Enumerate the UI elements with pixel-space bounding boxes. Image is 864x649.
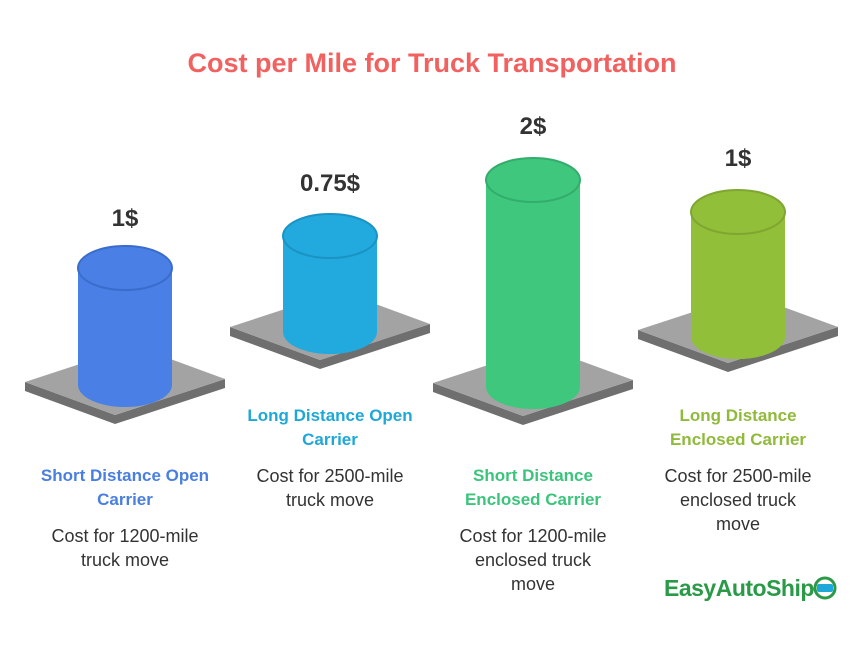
price: 1$	[724, 145, 752, 172]
platform-side	[25, 379, 225, 424]
price: 2$	[519, 113, 547, 140]
item-description: Cost for 2500-mile truck move	[256, 466, 404, 510]
cylinder-body	[283, 236, 377, 354]
platform-side	[638, 327, 838, 372]
logo-icon	[813, 576, 837, 600]
price: 0.75$	[299, 170, 361, 197]
cylinder-top	[690, 189, 786, 235]
cylinder-body	[486, 180, 580, 409]
item-label: Long Distance Open Carrier	[247, 406, 413, 449]
cylinder-body	[78, 268, 172, 407]
item-description: Cost for 1200-mile truck move	[51, 526, 199, 570]
item-description: Cost for 2500-mile enclosed truck move	[664, 466, 812, 534]
price: 1$	[111, 205, 139, 232]
platform-side	[230, 324, 430, 369]
cylinder-top	[485, 157, 581, 203]
item-label: Short Distance Enclosed Carrier	[464, 466, 602, 509]
title: Cost per Mile for Truck Transportation	[187, 48, 677, 78]
logo: EasyAutoShip	[664, 575, 814, 601]
item-description: Cost for 1200-mile enclosed truck move	[459, 526, 607, 594]
shape-group	[25, 157, 838, 425]
platform-side	[433, 380, 633, 425]
item-label: Short Distance Open Carrier	[40, 466, 210, 509]
item-label: Long Distance Enclosed Carrier	[669, 406, 807, 449]
cylinder-top	[282, 213, 378, 259]
cylinder-top	[77, 245, 173, 291]
cylinder-body	[691, 212, 785, 359]
